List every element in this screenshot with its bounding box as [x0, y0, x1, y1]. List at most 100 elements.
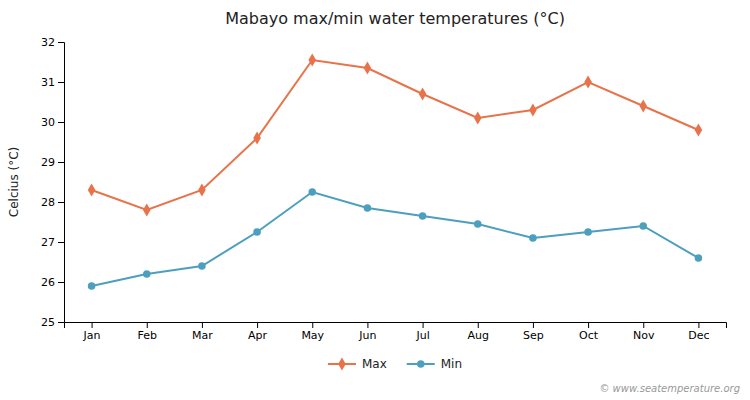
y-tick-label: 25	[41, 316, 55, 329]
series	[88, 188, 702, 290]
y-tick-label: 29	[41, 156, 55, 169]
y-tick: 28	[41, 196, 64, 209]
x-tick-mark	[367, 322, 368, 328]
y-axis-title: Celcius (°C)	[7, 147, 21, 217]
data-point	[584, 75, 592, 88]
legend: Max Min	[328, 357, 462, 371]
data-point	[695, 254, 703, 262]
x-axis-line	[65, 323, 727, 329]
x-tick-mark	[202, 322, 203, 328]
title: Mabayo max/min water temperatures (°C)	[225, 9, 565, 28]
x-tick: Jan	[83, 322, 101, 342]
x-tick: Apr	[248, 322, 268, 342]
y-axis-line	[58, 43, 65, 323]
data-point	[639, 99, 647, 112]
y-tick: 25	[41, 316, 64, 329]
data-point	[474, 111, 482, 124]
x-tick-label: Mar	[192, 329, 213, 342]
x-tick-mark	[312, 322, 313, 328]
data-point	[474, 220, 482, 228]
legend-swatch-marker	[338, 357, 346, 370]
x-tick-label: Oct	[579, 329, 599, 342]
data-point	[198, 262, 206, 270]
x-tick-label: Nov	[633, 329, 655, 342]
x-tick-mark	[698, 322, 699, 328]
y-tick-mark	[58, 162, 64, 163]
x-axis: Jan Feb Mar Apr May Jun Jul Aug Sep Oct Nov Dec	[65, 322, 727, 342]
series	[88, 53, 702, 216]
y-tick-mark	[58, 202, 64, 203]
series-group	[88, 53, 702, 289]
legend-item: Min	[407, 357, 462, 371]
y-tick-label: 32	[41, 36, 55, 49]
x-tick: Aug	[468, 322, 489, 342]
data-point	[529, 103, 537, 116]
x-tick-label: Jan	[83, 329, 101, 342]
y-tick: 30	[41, 116, 64, 129]
y-tick-label: 26	[41, 276, 55, 289]
x-tick-mark	[643, 322, 644, 328]
x-tick-label: Jun	[358, 329, 376, 342]
x-tick-label: Feb	[138, 329, 157, 342]
x-tick-label: Apr	[248, 329, 268, 342]
data-point	[253, 228, 261, 236]
y-tick-label: 27	[41, 236, 55, 249]
y-tick-mark	[58, 242, 64, 243]
y-tick-mark	[58, 322, 64, 323]
x-tick-label: Sep	[523, 329, 544, 342]
y-tick-label: 30	[41, 116, 55, 129]
data-point	[419, 212, 427, 220]
legend-label: Min	[441, 357, 462, 371]
y-tick-mark	[58, 282, 64, 283]
x-tick: Mar	[192, 322, 213, 342]
y-tick-mark	[58, 42, 64, 43]
y-tick-label: 31	[41, 76, 55, 89]
legend-item: Max	[328, 357, 387, 371]
y-tick-label: 28	[41, 196, 55, 209]
y-tick: 29	[41, 156, 64, 169]
x-tick-mark	[588, 322, 589, 328]
x-tick: Oct	[579, 322, 599, 342]
x-tick-label: Dec	[688, 329, 709, 342]
data-point	[584, 228, 592, 236]
series-line	[92, 192, 699, 286]
data-point	[364, 61, 372, 74]
x-tick-mark	[92, 322, 93, 328]
data-point	[253, 131, 261, 144]
x-tick: Feb	[138, 322, 157, 342]
data-point	[143, 203, 151, 216]
data-point	[308, 188, 316, 196]
x-tick-label: May	[301, 329, 324, 342]
x-tick-mark	[257, 322, 258, 328]
x-tick-label: Aug	[468, 329, 489, 342]
plot-area: Jan Feb Mar Apr May Jun Jul Aug Sep Oct Nov Dec 25 26…	[41, 36, 727, 342]
y-tick-mark	[58, 82, 64, 83]
x-tick-label: Jul	[415, 329, 429, 342]
data-point	[198, 183, 206, 196]
legend-label: Max	[362, 357, 387, 371]
x-tick: Jul	[415, 322, 429, 342]
y-tick: 26	[41, 276, 64, 289]
data-point	[695, 123, 703, 136]
x-tick-mark	[423, 322, 424, 328]
x-tick-mark	[147, 322, 148, 328]
x-tick: Jun	[358, 322, 376, 342]
y-tick-mark	[58, 122, 64, 123]
data-point	[419, 87, 427, 100]
legend-swatch-marker	[417, 360, 425, 368]
x-tick: Sep	[523, 322, 544, 342]
data-point	[529, 234, 537, 242]
data-point	[639, 222, 647, 230]
x-tick: Dec	[688, 322, 709, 342]
y-tick: 27	[41, 236, 64, 249]
data-point	[88, 282, 96, 290]
data-point	[364, 204, 372, 212]
y-tick: 31	[41, 76, 64, 89]
x-tick: Nov	[633, 322, 655, 342]
annotation: © www.seatemperature.org	[599, 383, 740, 394]
chart: Jan Feb Mar Apr May Jun Jul Aug Sep Oct Nov Dec 25 26…	[0, 0, 750, 400]
data-point	[308, 53, 316, 66]
data-point	[143, 270, 151, 278]
x-tick-mark	[478, 322, 479, 328]
y-axis: 25 26 27 28 29 30 31 32	[41, 36, 65, 329]
